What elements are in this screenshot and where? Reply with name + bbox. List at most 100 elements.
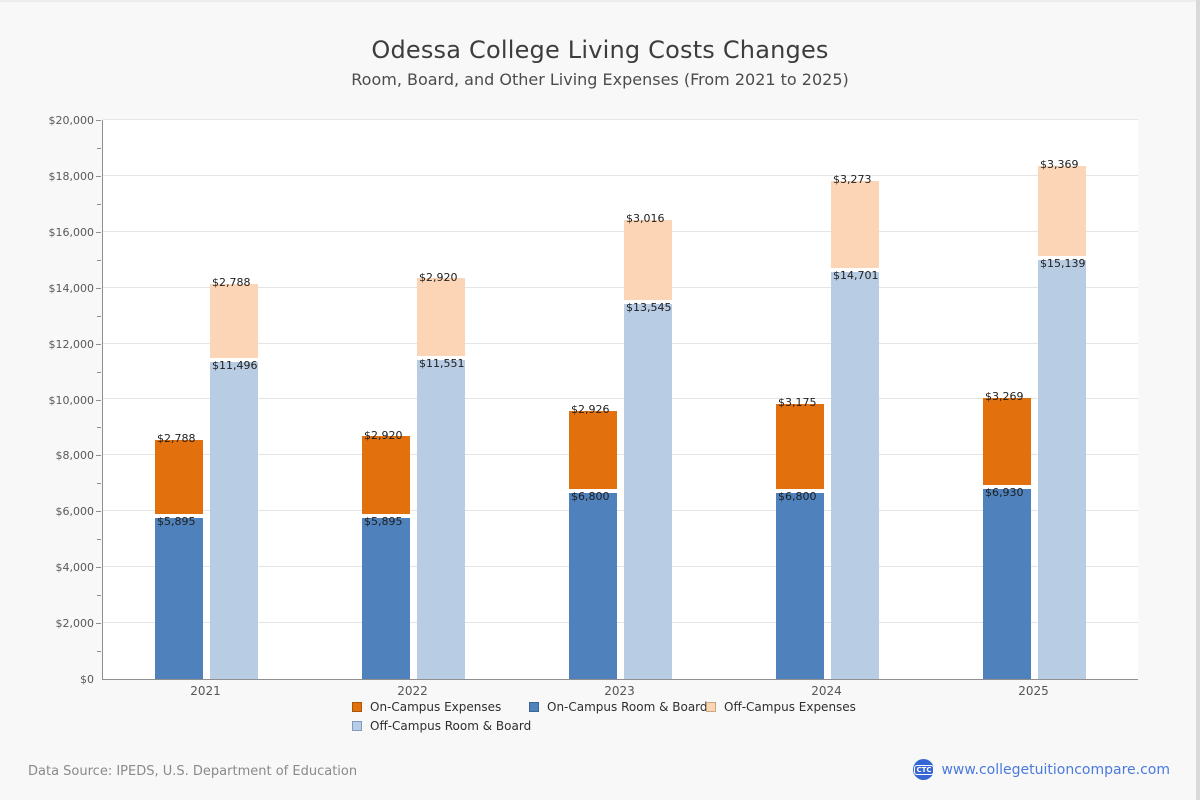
gridline xyxy=(103,622,1138,623)
bar-value-label: $2,788 xyxy=(157,432,196,445)
y-axis-tick xyxy=(96,455,101,456)
x-axis-label-2025: 2025 xyxy=(1018,684,1049,698)
bar-segment-on-campus-expenses-2025 xyxy=(983,398,1031,485)
bar-value-label: $5,895 xyxy=(157,515,196,528)
chart-legend: On-Campus Expenses On-Campus Room & Board… xyxy=(352,700,856,733)
chart-subtitle: Room, Board, and Other Living Expenses (… xyxy=(351,70,849,89)
bar-segment-on-campus-room-board-2024 xyxy=(776,493,824,679)
bar-segment-off-campus-expenses-2021 xyxy=(210,284,258,358)
gridline xyxy=(103,231,1138,232)
y-axis-tick xyxy=(97,372,101,373)
y-axis-label: $14,000 xyxy=(48,282,95,295)
gridline xyxy=(103,510,1138,511)
bar-segment-off-campus-expenses-2022 xyxy=(417,278,465,356)
website-link[interactable]: CTC www.collegetuitioncompare.com xyxy=(913,759,1170,780)
bar-segment-off-campus-expenses-2024 xyxy=(831,181,879,268)
window-top-edge xyxy=(0,0,1200,2)
bar-value-label: $6,800 xyxy=(571,490,610,503)
bar-value-label: $11,496 xyxy=(212,359,258,372)
data-source-note: Data Source: IPEDS, U.S. Department of E… xyxy=(28,764,358,779)
y-axis-tick xyxy=(97,148,101,149)
y-axis-label: $8,000 xyxy=(55,449,95,462)
bar-segment-on-campus-expenses-2021 xyxy=(155,440,203,514)
y-axis-label: $16,000 xyxy=(48,226,95,239)
bar-segment-off-campus-room-board-2021 xyxy=(210,362,258,679)
bar-value-label: $2,920 xyxy=(364,429,403,442)
bar-value-label: $3,016 xyxy=(626,212,665,225)
y-axis-tick xyxy=(96,232,101,233)
y-axis-tick xyxy=(96,176,101,177)
y-axis-tick xyxy=(96,567,101,568)
y-axis-tick xyxy=(97,260,101,261)
y-axis-tick xyxy=(96,120,101,121)
legend-swatch-icon xyxy=(529,702,539,712)
legend-swatch-icon xyxy=(352,721,362,731)
bar-segment-on-campus-room-board-2025 xyxy=(983,489,1031,679)
y-axis-tick xyxy=(96,623,101,624)
y-axis-label: $6,000 xyxy=(55,505,95,518)
gridline xyxy=(103,119,1138,120)
bar-value-label: $2,926 xyxy=(571,403,610,416)
bar-segment-off-campus-room-board-2025 xyxy=(1038,260,1086,679)
y-axis-tick xyxy=(97,316,101,317)
bar-segment-on-campus-room-board-2021 xyxy=(155,518,203,679)
gridline xyxy=(103,398,1138,399)
legend-label: On-Campus Expenses xyxy=(370,700,502,714)
bar-segment-off-campus-room-board-2023 xyxy=(624,304,672,679)
legend-label: On-Campus Room & Board xyxy=(547,700,708,714)
y-axis-tick xyxy=(96,344,101,345)
legend-swatch-icon xyxy=(352,702,362,712)
y-axis-label: $12,000 xyxy=(48,338,95,351)
bar-value-label: $3,369 xyxy=(1040,158,1079,171)
y-axis-tick xyxy=(96,511,101,512)
y-axis-label: $2,000 xyxy=(55,617,95,630)
bar-value-label: $13,545 xyxy=(626,301,672,314)
y-axis-tick xyxy=(97,595,101,596)
y-axis-label: $20,000 xyxy=(48,114,95,127)
bar-value-label: $2,788 xyxy=(212,276,251,289)
bar-segment-on-campus-expenses-2024 xyxy=(776,404,824,489)
bar-value-label: $6,930 xyxy=(985,486,1024,499)
legend-item-off-campus-room-board: Off-Campus Room & Board xyxy=(352,719,532,733)
x-axis-label-2021: 2021 xyxy=(190,684,221,698)
gridline xyxy=(103,454,1138,455)
bar-value-label: $3,269 xyxy=(985,390,1024,403)
legend-item-on-campus-expenses: On-Campus Expenses xyxy=(352,700,529,714)
plot-area: $5,895 $2,788 $11,496 $2,788 $5,895 $2,920 $11… xyxy=(102,119,1138,680)
gridline xyxy=(103,566,1138,567)
gridline xyxy=(103,343,1138,344)
y-axis-tick xyxy=(97,204,101,205)
bar-segment-on-campus-room-board-2022 xyxy=(362,518,410,679)
bar-segment-off-campus-room-board-2022 xyxy=(417,360,465,679)
y-axis-tick xyxy=(96,400,101,401)
bar-value-label: $14,701 xyxy=(833,269,879,282)
y-axis-label: $0 xyxy=(80,673,94,686)
x-axis-label-2023: 2023 xyxy=(604,684,635,698)
x-axis-label-2022: 2022 xyxy=(397,684,428,698)
legend-label: Off-Campus Room & Board xyxy=(370,719,532,733)
bar-segment-off-campus-room-board-2024 xyxy=(831,272,879,679)
bar-value-label: $3,175 xyxy=(778,396,817,409)
y-axis-tick xyxy=(97,539,101,540)
website-url: www.collegetuitioncompare.com xyxy=(941,761,1170,778)
y-axis-tick xyxy=(97,483,101,484)
gridline xyxy=(103,287,1138,288)
ctc-logo-icon: CTC xyxy=(913,759,935,780)
y-axis-tick xyxy=(97,427,101,428)
y-axis-label: $4,000 xyxy=(55,561,95,574)
bar-value-label: $2,920 xyxy=(419,271,458,284)
bar-segment-off-campus-expenses-2023 xyxy=(624,220,672,300)
bar-value-label: $15,139 xyxy=(1040,257,1086,270)
y-axis-tick xyxy=(96,288,101,289)
y-axis-label: $10,000 xyxy=(48,394,95,407)
legend-item-on-campus-room-board: On-Campus Room & Board xyxy=(529,700,708,714)
legend-swatch-icon xyxy=(706,702,716,712)
x-axis-label-2024: 2024 xyxy=(811,684,842,698)
bar-segment-on-campus-room-board-2023 xyxy=(569,493,617,679)
bar-segment-on-campus-expenses-2023 xyxy=(569,411,617,489)
y-axis-label: $18,000 xyxy=(48,170,95,183)
legend-item-off-campus-expenses: Off-Campus Expenses xyxy=(706,700,856,714)
window-right-edge xyxy=(1196,0,1200,800)
y-axis-tick xyxy=(97,651,101,652)
bar-value-label: $6,800 xyxy=(778,490,817,503)
